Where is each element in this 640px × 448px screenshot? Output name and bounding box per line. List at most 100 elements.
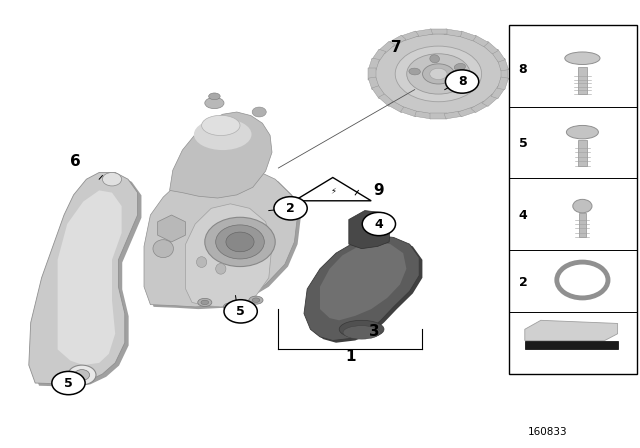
Ellipse shape xyxy=(339,320,384,338)
Polygon shape xyxy=(471,101,488,112)
Ellipse shape xyxy=(430,55,440,63)
Polygon shape xyxy=(388,35,406,47)
Polygon shape xyxy=(186,204,272,307)
Polygon shape xyxy=(458,31,476,41)
Polygon shape xyxy=(415,29,433,37)
Polygon shape xyxy=(294,177,371,201)
Text: 160833: 160833 xyxy=(527,427,567,437)
Polygon shape xyxy=(368,58,380,71)
FancyBboxPatch shape xyxy=(509,25,637,374)
Text: 5: 5 xyxy=(64,376,73,390)
Circle shape xyxy=(52,371,85,395)
Polygon shape xyxy=(444,111,462,119)
Polygon shape xyxy=(368,77,380,90)
Ellipse shape xyxy=(249,296,263,304)
Polygon shape xyxy=(372,49,386,62)
Ellipse shape xyxy=(205,97,224,109)
Polygon shape xyxy=(525,320,618,340)
Polygon shape xyxy=(170,112,272,198)
Ellipse shape xyxy=(564,52,600,65)
Ellipse shape xyxy=(252,298,260,302)
Polygon shape xyxy=(307,237,422,343)
Polygon shape xyxy=(369,68,376,80)
Polygon shape xyxy=(58,190,122,365)
Polygon shape xyxy=(320,242,406,320)
Ellipse shape xyxy=(209,93,220,100)
Ellipse shape xyxy=(343,326,380,339)
Ellipse shape xyxy=(407,54,470,94)
Text: 2: 2 xyxy=(286,202,295,215)
Polygon shape xyxy=(157,215,186,242)
Ellipse shape xyxy=(422,64,454,84)
Text: 2: 2 xyxy=(518,276,527,289)
Polygon shape xyxy=(482,94,499,107)
Polygon shape xyxy=(144,166,298,307)
Ellipse shape xyxy=(396,46,482,102)
Text: 9: 9 xyxy=(374,183,384,198)
Polygon shape xyxy=(430,29,447,34)
FancyBboxPatch shape xyxy=(578,140,587,166)
Polygon shape xyxy=(444,29,462,37)
Text: 4: 4 xyxy=(518,208,527,222)
Ellipse shape xyxy=(454,64,465,70)
Ellipse shape xyxy=(566,125,598,139)
Polygon shape xyxy=(482,41,499,54)
Circle shape xyxy=(216,225,264,259)
Circle shape xyxy=(205,217,275,267)
Circle shape xyxy=(224,300,257,323)
Polygon shape xyxy=(349,211,390,249)
Circle shape xyxy=(102,172,122,186)
Text: 5: 5 xyxy=(518,137,527,150)
Circle shape xyxy=(68,365,96,385)
Circle shape xyxy=(74,370,90,380)
Polygon shape xyxy=(497,58,509,71)
Ellipse shape xyxy=(202,116,240,135)
FancyBboxPatch shape xyxy=(579,213,586,237)
Text: 6: 6 xyxy=(70,154,81,169)
FancyBboxPatch shape xyxy=(578,67,587,94)
Ellipse shape xyxy=(196,257,207,267)
Polygon shape xyxy=(388,101,406,112)
Polygon shape xyxy=(33,175,141,387)
Polygon shape xyxy=(29,172,138,384)
Circle shape xyxy=(274,197,307,220)
Text: 7: 7 xyxy=(392,39,402,55)
Ellipse shape xyxy=(227,305,234,309)
Text: 1: 1 xyxy=(346,349,356,364)
Polygon shape xyxy=(378,94,395,107)
Polygon shape xyxy=(500,68,508,80)
Text: 8: 8 xyxy=(458,75,467,88)
Polygon shape xyxy=(401,107,419,117)
Ellipse shape xyxy=(409,68,420,75)
Ellipse shape xyxy=(198,298,212,306)
Ellipse shape xyxy=(375,34,502,114)
Polygon shape xyxy=(401,31,419,41)
Polygon shape xyxy=(415,111,433,119)
Text: 8: 8 xyxy=(518,63,527,76)
Polygon shape xyxy=(430,113,447,119)
Text: 4: 4 xyxy=(374,217,383,231)
Circle shape xyxy=(445,70,479,93)
Circle shape xyxy=(557,262,608,298)
Polygon shape xyxy=(147,168,301,309)
Polygon shape xyxy=(491,86,505,99)
Ellipse shape xyxy=(573,199,592,213)
Polygon shape xyxy=(304,235,419,340)
Polygon shape xyxy=(372,86,386,99)
Text: ⚡: ⚡ xyxy=(330,186,336,195)
Circle shape xyxy=(362,212,396,236)
Ellipse shape xyxy=(216,263,226,274)
Ellipse shape xyxy=(252,107,266,117)
Ellipse shape xyxy=(201,300,209,305)
Polygon shape xyxy=(378,41,395,54)
Circle shape xyxy=(226,232,254,252)
FancyBboxPatch shape xyxy=(525,341,618,349)
Polygon shape xyxy=(458,107,476,117)
Polygon shape xyxy=(471,35,488,47)
Polygon shape xyxy=(497,77,509,90)
Polygon shape xyxy=(491,49,505,62)
Ellipse shape xyxy=(194,119,252,150)
Ellipse shape xyxy=(223,303,237,311)
Text: 3: 3 xyxy=(369,324,380,339)
Text: 5: 5 xyxy=(236,305,245,318)
